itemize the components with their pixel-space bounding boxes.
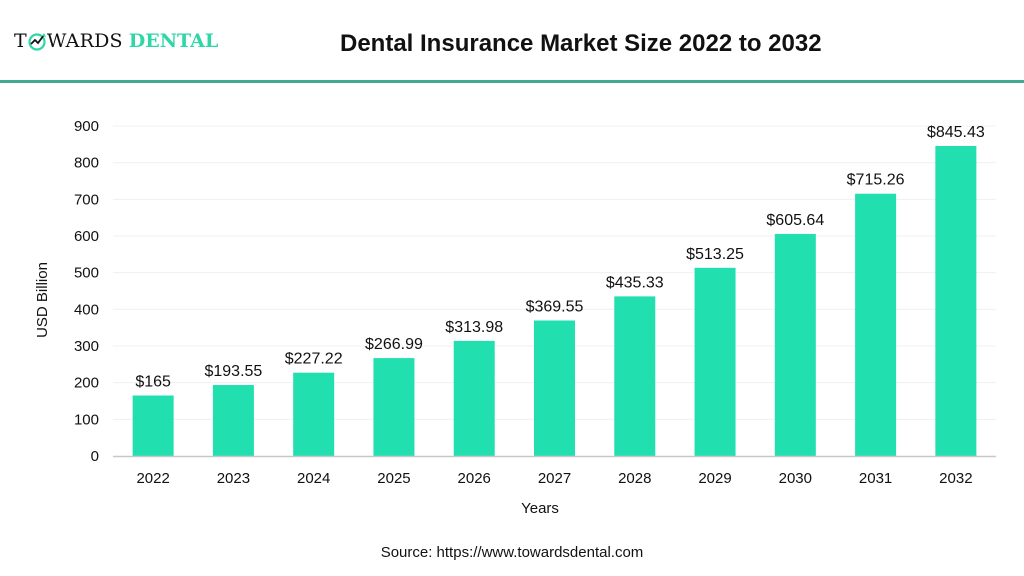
y-tick-label: 0 xyxy=(91,448,99,465)
bar xyxy=(293,372,335,456)
data-label: $435.33 xyxy=(606,274,664,291)
data-label: $605.64 xyxy=(766,212,824,229)
x-tick-label: 2023 xyxy=(217,470,250,487)
y-axis-ticks: 0 100 200 300 400 500 600 700 800 900 xyxy=(74,118,99,465)
logo-text-wards: WARDS xyxy=(46,30,123,52)
data-label: $845.43 xyxy=(927,124,985,141)
y-tick-label: 600 xyxy=(74,228,99,245)
x-tick-label: 2032 xyxy=(939,470,972,487)
x-tick-label: 2022 xyxy=(136,470,169,487)
y-tick-label: 200 xyxy=(74,375,99,392)
y-axis-label: USD Billion xyxy=(34,262,51,338)
source-note: Source: https://www.towardsdental.com xyxy=(380,544,644,561)
x-tick-label: 2027 xyxy=(538,470,571,487)
y-tick-label: 400 xyxy=(74,301,99,318)
data-label: $715.26 xyxy=(847,172,905,189)
bar xyxy=(373,358,415,456)
x-axis-ticks: 2022 2023 2024 2025 2026 2027 2028 2029 2030 2031… xyxy=(136,470,972,487)
x-tick-label: 2030 xyxy=(779,470,812,487)
x-tick-label: 2029 xyxy=(698,470,731,487)
x-tick-label: 2031 xyxy=(859,470,892,487)
x-tick-label: 2025 xyxy=(377,470,410,487)
y-tick-label: 500 xyxy=(74,265,99,282)
bar xyxy=(132,395,174,456)
y-tick-label: 800 xyxy=(74,155,99,172)
bar xyxy=(614,296,656,456)
bar xyxy=(935,146,977,456)
bar xyxy=(694,267,736,456)
page-title: Dental Insurance Market Size 2022 to 203… xyxy=(340,30,822,57)
bar xyxy=(855,193,897,456)
logo-text-dental: DENTAL xyxy=(128,30,219,52)
data-label: $313.98 xyxy=(445,319,503,336)
data-label: $266.99 xyxy=(365,336,423,353)
data-label: $193.55 xyxy=(204,363,262,380)
bar xyxy=(534,320,575,456)
y-tick-label: 300 xyxy=(74,338,99,355)
logo: T WARDS DENTAL xyxy=(14,28,218,54)
data-label: $513.25 xyxy=(686,246,744,263)
logo-chart-icon xyxy=(28,33,46,51)
bar xyxy=(453,340,495,456)
y-tick-label: 100 xyxy=(74,411,99,428)
x-tick-label: 2028 xyxy=(618,470,651,487)
x-tick-label: 2024 xyxy=(297,470,330,487)
logo-text-t: T xyxy=(14,30,27,52)
x-axis-label: Years xyxy=(521,500,559,517)
y-tick-label: 700 xyxy=(74,191,99,208)
x-tick-label: 2026 xyxy=(458,470,491,487)
bars: $165 $193.55 $227.22 $266.99 $313.98 $369.55 $… xyxy=(132,124,985,456)
data-label: $165 xyxy=(135,374,171,391)
header-divider xyxy=(0,80,1024,83)
data-label: $369.55 xyxy=(526,298,584,315)
data-label: $227.22 xyxy=(285,351,343,368)
y-tick-label: 900 xyxy=(74,118,99,135)
bar xyxy=(212,385,254,456)
bar xyxy=(774,233,816,456)
